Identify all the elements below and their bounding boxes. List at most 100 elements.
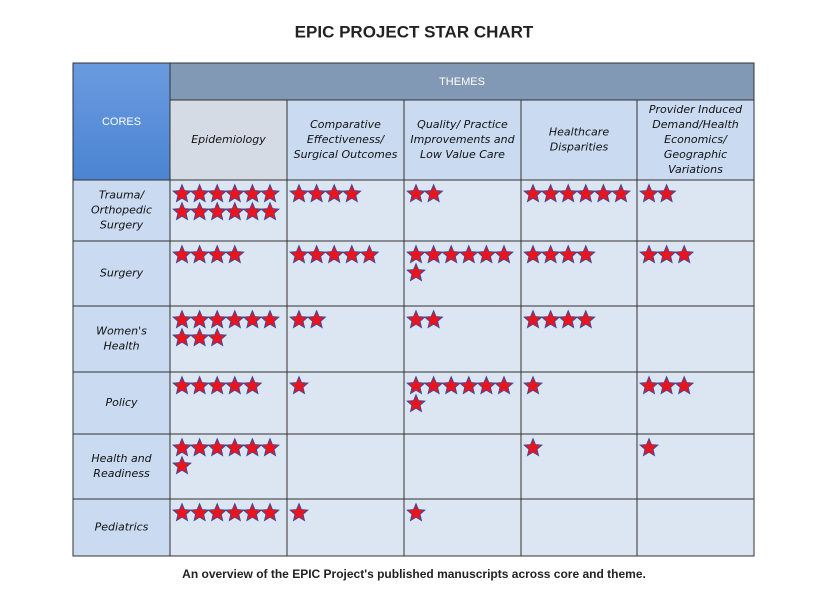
star bbox=[406, 375, 426, 395]
star bbox=[289, 244, 309, 264]
star bbox=[224, 375, 245, 395]
cell bbox=[286, 305, 405, 373]
header-line: Variations bbox=[668, 163, 723, 176]
star bbox=[558, 244, 579, 264]
star bbox=[639, 244, 659, 264]
star bbox=[423, 309, 444, 329]
star bbox=[289, 502, 309, 522]
header-line: Low Value Care bbox=[420, 148, 505, 161]
header-label: Policy bbox=[105, 396, 138, 409]
star bbox=[593, 183, 614, 203]
star bbox=[656, 183, 677, 203]
header-line: Pediatrics bbox=[95, 521, 149, 534]
table-body: Epidemiology Comparative Effectiveness/Sur… bbox=[72, 99, 755, 557]
star bbox=[639, 375, 659, 395]
star bbox=[656, 375, 677, 395]
star bbox=[540, 183, 561, 203]
star bbox=[189, 244, 210, 264]
star bbox=[224, 244, 245, 264]
cell bbox=[520, 371, 638, 435]
star bbox=[260, 437, 280, 457]
star bbox=[575, 183, 596, 203]
star bbox=[359, 244, 380, 264]
star bbox=[494, 244, 514, 264]
header-line: Disparities bbox=[550, 141, 609, 154]
cell bbox=[636, 240, 755, 307]
star bbox=[172, 455, 192, 475]
column-header-cell bbox=[520, 99, 638, 181]
header-line: Comparative bbox=[310, 118, 381, 131]
star bbox=[242, 502, 263, 522]
star bbox=[172, 502, 192, 522]
header-line: Effectiveness/ bbox=[307, 133, 386, 146]
cell bbox=[286, 371, 405, 435]
star bbox=[406, 309, 426, 329]
caption: An overview of the EPIC Project's publis… bbox=[182, 567, 646, 581]
star bbox=[406, 183, 426, 203]
star bbox=[189, 327, 210, 347]
header-line: Surgery bbox=[100, 267, 144, 280]
header-line: Healthcare bbox=[549, 126, 609, 139]
star bbox=[242, 183, 263, 203]
cell bbox=[403, 179, 522, 242]
cell bbox=[403, 498, 522, 557]
star bbox=[674, 375, 695, 395]
star bbox=[260, 201, 280, 221]
cell bbox=[403, 433, 522, 500]
star bbox=[189, 502, 210, 522]
cell bbox=[169, 371, 288, 435]
header-line: Policy bbox=[105, 396, 138, 409]
star bbox=[458, 244, 479, 264]
header-line: Economics/ bbox=[664, 133, 728, 146]
header-label: Healthcare Disparities bbox=[549, 126, 609, 154]
cell bbox=[286, 240, 405, 307]
star bbox=[558, 309, 579, 329]
header-line: Health and bbox=[91, 452, 152, 465]
star bbox=[406, 502, 426, 522]
star bbox=[523, 437, 543, 457]
cell bbox=[520, 240, 638, 307]
star bbox=[611, 183, 631, 203]
header-line: Surgical Outcomes bbox=[294, 148, 398, 161]
star bbox=[207, 327, 228, 347]
star bbox=[306, 244, 327, 264]
header-label: Women's Health bbox=[96, 325, 147, 353]
title: EPIC PROJECT STAR CHART bbox=[295, 22, 534, 41]
row-header-cell bbox=[72, 240, 171, 307]
star bbox=[458, 375, 479, 395]
star bbox=[224, 183, 245, 203]
header-line: Readiness bbox=[93, 467, 150, 480]
header-line: Women's bbox=[96, 325, 147, 338]
star bbox=[207, 309, 228, 329]
star bbox=[558, 183, 579, 203]
star bbox=[494, 375, 514, 395]
star bbox=[656, 244, 677, 264]
star bbox=[172, 244, 192, 264]
header-line: Quality/ Practice bbox=[417, 118, 508, 131]
star bbox=[639, 183, 659, 203]
star bbox=[242, 375, 263, 395]
column-header-cell bbox=[403, 99, 522, 181]
star bbox=[172, 375, 192, 395]
header-line: Orthopedic bbox=[91, 204, 152, 217]
star bbox=[575, 309, 596, 329]
cell bbox=[520, 433, 638, 500]
header-label: Health and Readiness bbox=[91, 452, 152, 480]
header-line: Epidemiology bbox=[191, 133, 266, 146]
header-line: Surgery bbox=[100, 219, 144, 232]
cell bbox=[286, 498, 405, 557]
column-header-cell bbox=[286, 99, 405, 181]
star bbox=[441, 244, 462, 264]
star bbox=[172, 201, 192, 221]
star bbox=[423, 375, 444, 395]
star bbox=[306, 183, 327, 203]
star bbox=[575, 244, 596, 264]
star bbox=[242, 201, 263, 221]
cell bbox=[636, 179, 755, 242]
cell bbox=[636, 305, 755, 373]
header-label: Pediatrics bbox=[95, 521, 149, 534]
star bbox=[189, 309, 210, 329]
cell bbox=[520, 498, 638, 557]
star bbox=[674, 244, 695, 264]
column-header-cell bbox=[636, 99, 755, 181]
